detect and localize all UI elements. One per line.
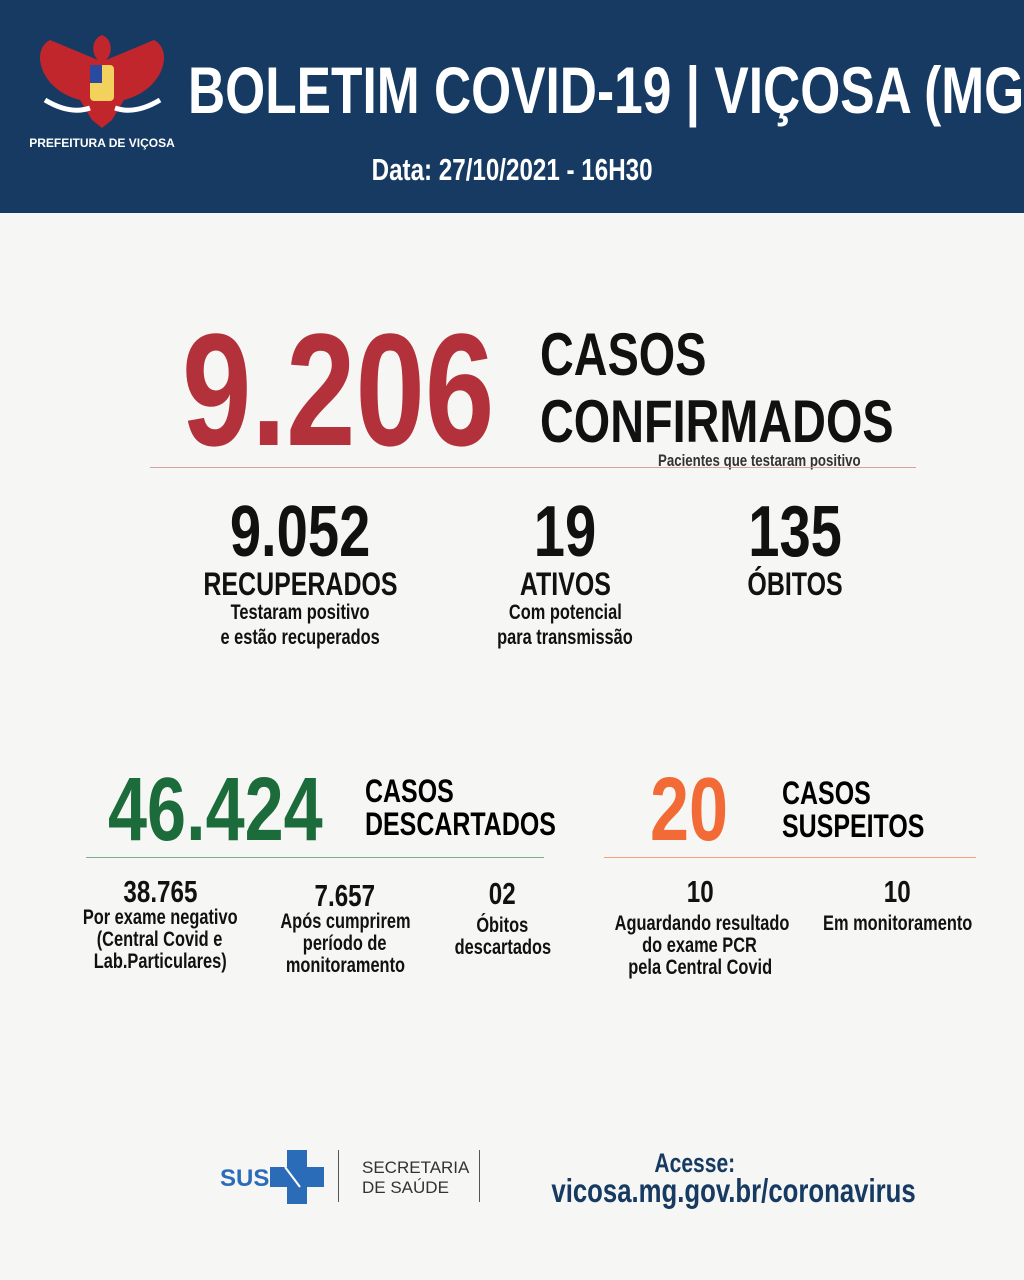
discarded-label-2: DESCARTADOS: [365, 806, 556, 842]
page-title: BOLETIM COVID-19 | VIÇOSA (MG): [188, 53, 1024, 127]
confirmed-value: 9.206: [182, 300, 495, 479]
discarded-item-negative: 38.765 Por exame negativo (Central Covid…: [82, 874, 238, 974]
sus-cross-icon: [270, 1150, 324, 1204]
website-link[interactable]: vicosa.mg.gov.br/coronavirus: [551, 1172, 916, 1209]
discarded-divider: [86, 857, 544, 858]
sus-logo-text: SUS: [220, 1165, 270, 1192]
stat-obitos: 135 ÓBITOS: [747, 492, 843, 602]
discarded-item-monitoring: 7.657 Após cumprirem período de monitora…: [279, 878, 411, 978]
divider: [150, 467, 916, 468]
confirmed-label-2: CONFIRMADOS: [540, 388, 894, 455]
confirmed-label-1: CASOS: [540, 321, 707, 388]
stat-ativos: 19 ATIVOS Com potencial para transmissão: [497, 492, 633, 650]
discarded-value: 46.424: [108, 760, 323, 860]
coat-of-arms-logo: [40, 35, 164, 128]
header-banner: PREFEITURA DE VIÇOSA BOLETIM COVID-19 | …: [0, 0, 1024, 213]
suspected-label-1: CASOS: [782, 775, 871, 811]
suspected-value: 20: [650, 760, 729, 860]
logo-caption: PREFEITURA DE VIÇOSA: [29, 136, 175, 150]
suspected-item-monitoring: 10 Em monitoramento: [822, 874, 973, 935]
suspected-divider: [604, 857, 976, 858]
bulletin-date: Data: 27/10/2021 - 16H30: [371, 152, 653, 187]
stat-recuperados: 9.052 RECUPERADOS Testaram positivo e es…: [202, 492, 398, 650]
suspected-item-pcr: 10 Aguardando resultado do exame PCR pel…: [614, 874, 790, 980]
discarded-label-1: CASOS: [365, 773, 454, 809]
confirmed-note: Pacientes que testaram positivo: [658, 451, 861, 470]
secretaria-label: SECRETARIA DE SAÚDE: [362, 1158, 470, 1198]
suspected-label-2: SUSPEITOS: [782, 808, 925, 844]
footer-divider: [338, 1150, 339, 1202]
discarded-item-deaths: 02 Óbitos descartados: [454, 876, 551, 960]
footer-divider: [479, 1150, 480, 1202]
acesse-label: Acesse:: [654, 1148, 736, 1178]
